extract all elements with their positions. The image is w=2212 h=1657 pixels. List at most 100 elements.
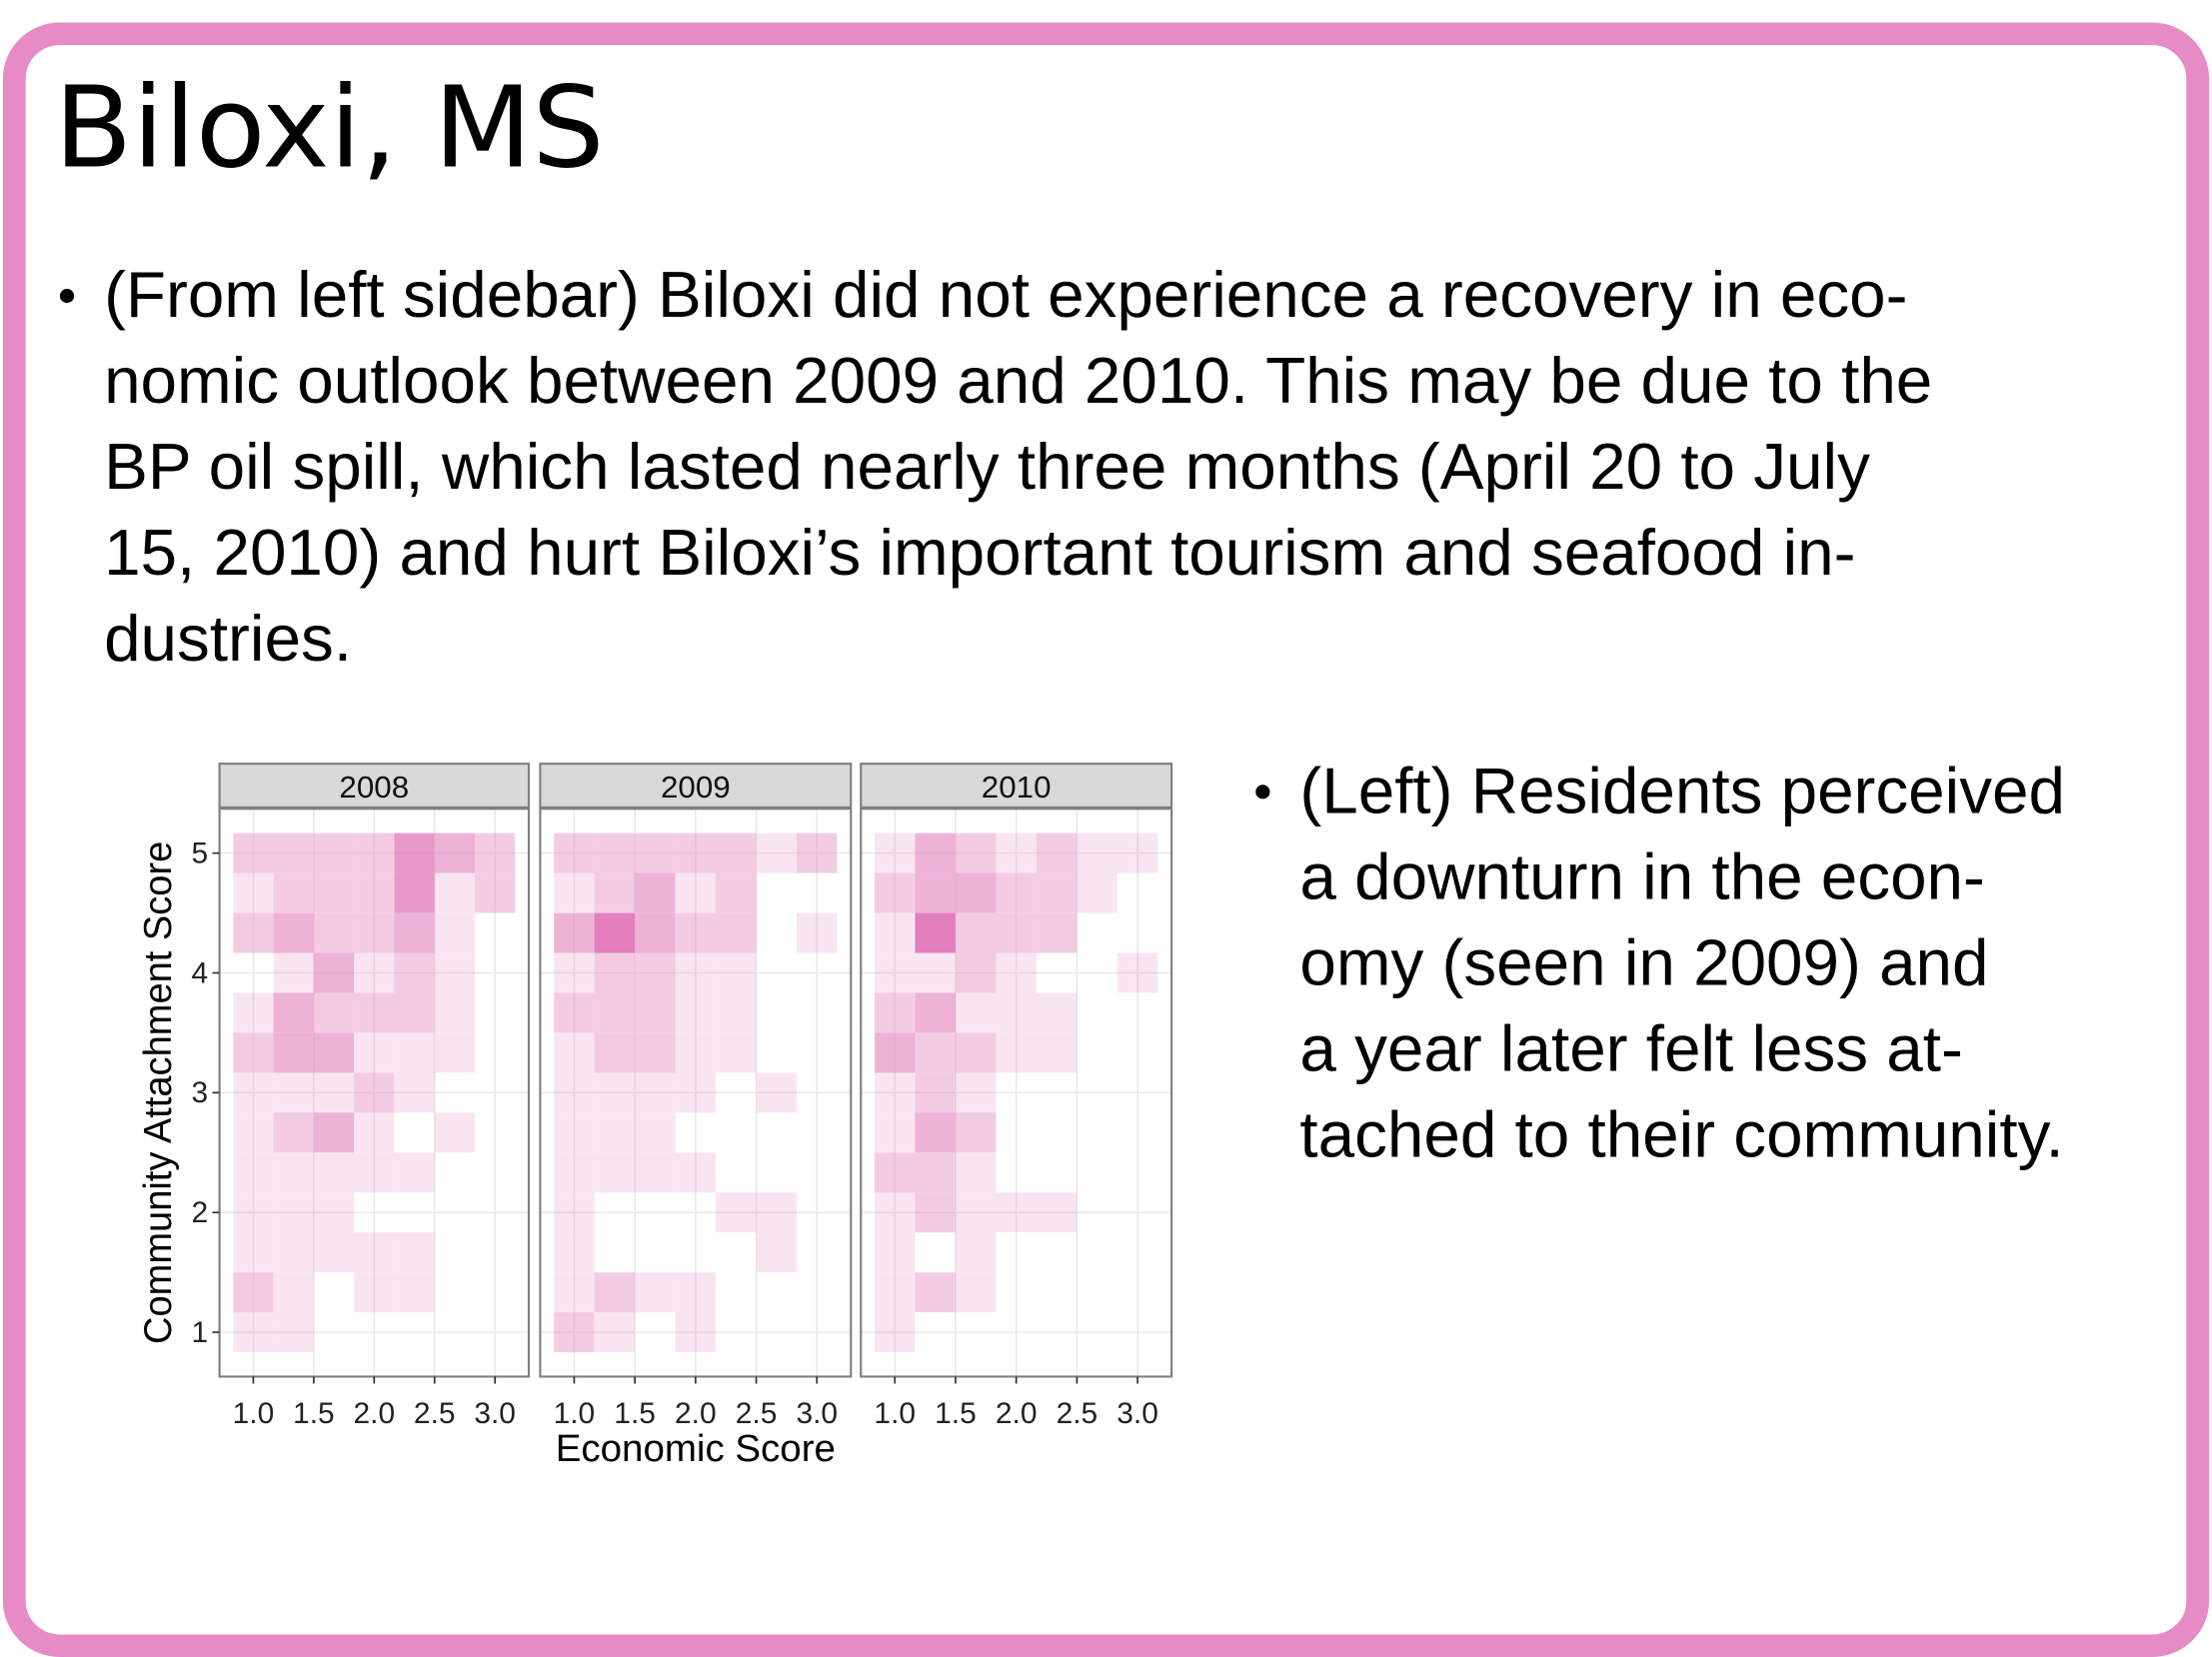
- heat-cell: [797, 1272, 837, 1312]
- heat-cell: [756, 832, 798, 873]
- heat-cell: [756, 1072, 798, 1113]
- heat-cell: [1077, 1112, 1116, 1152]
- facet-label: 2009: [661, 770, 731, 805]
- heat-cell: [1036, 832, 1078, 873]
- heat-cell: [314, 1312, 354, 1352]
- heat-cell: [554, 1032, 595, 1073]
- heat-cell: [635, 1272, 676, 1313]
- heat-cell: [1077, 1192, 1116, 1232]
- heat-cell: [956, 912, 997, 953]
- heat-cell: [1077, 1272, 1116, 1312]
- heat-cell: [233, 1112, 274, 1153]
- heat-cell: [554, 1312, 595, 1353]
- heat-cell: [233, 1072, 274, 1113]
- heat-cell: [757, 913, 797, 953]
- heat-cell: [635, 992, 676, 1033]
- heat-cell: [1037, 1312, 1077, 1352]
- bullet-line: a downturn in the econ-: [1299, 840, 1984, 913]
- heat-cell: [675, 912, 717, 953]
- heat-cell: [797, 873, 837, 913]
- heat-cell: [635, 1312, 675, 1352]
- heat-cell: [434, 992, 476, 1033]
- heat-cell: [996, 1072, 1036, 1112]
- heat-cell: [716, 912, 757, 953]
- heat-cell: [1037, 953, 1077, 993]
- heat-cell: [594, 1032, 636, 1073]
- heat-cell: [435, 1232, 475, 1272]
- heat-cell: [354, 1272, 395, 1313]
- slide-title: Biloxi, MS: [54, 62, 604, 193]
- heat-cell: [354, 1032, 395, 1073]
- heat-cell: [594, 1272, 636, 1313]
- heat-cell: [394, 872, 435, 913]
- heat-cell: [875, 1072, 916, 1113]
- heat-cell: [875, 992, 916, 1033]
- bullet-line: (Left) Residents perceived: [1299, 755, 2065, 828]
- facet-strip: [218, 763, 531, 809]
- heat-cell: [875, 1312, 916, 1353]
- x-axis-title: Economic Score: [556, 1427, 836, 1470]
- heat-cell: [354, 1112, 395, 1153]
- heat-cell: [756, 1232, 798, 1273]
- heat-cell: [1077, 1152, 1116, 1192]
- x-tick-label: 3.0: [796, 1397, 838, 1430]
- heat-cell: [757, 1152, 797, 1192]
- heat-cell: [435, 1272, 475, 1312]
- heat-cell: [757, 873, 797, 913]
- heat-cell: [675, 1272, 717, 1313]
- heat-cell: [273, 1032, 314, 1073]
- heat-cell: [996, 912, 1037, 953]
- heat-cell: [996, 1032, 1037, 1073]
- heat-cell: [797, 953, 837, 993]
- heat-cell: [594, 1072, 636, 1113]
- heat-cell: [1117, 1272, 1157, 1312]
- heat-cell: [554, 872, 595, 913]
- heat-cell: [313, 1072, 355, 1113]
- heat-cell: [797, 1192, 837, 1232]
- heat-cell: [233, 1312, 274, 1353]
- heat-cell: [915, 992, 956, 1033]
- heat-cell: [915, 832, 956, 873]
- heat-cell: [394, 1232, 435, 1273]
- heat-cell: [635, 1152, 676, 1193]
- x-tick-label: 2.0: [675, 1397, 717, 1430]
- heat-cell: [594, 992, 636, 1033]
- heat-cell: [1036, 992, 1078, 1033]
- heat-cell: [313, 1032, 355, 1073]
- heat-cell: [716, 1192, 757, 1233]
- bullet: [1255, 785, 1270, 800]
- heat-cell: [1036, 1192, 1078, 1233]
- heat-cell: [797, 1312, 837, 1352]
- bullet-line: BP oil spill, which lasted nearly three …: [104, 431, 1870, 504]
- heat-cell: [554, 1232, 595, 1273]
- x-tick-label: 2.0: [353, 1397, 395, 1430]
- heat-cell: [475, 1112, 515, 1152]
- heat-cell: [394, 1152, 435, 1193]
- heat-cell: [996, 1112, 1036, 1152]
- heat-cell: [875, 912, 916, 953]
- heat-cell: [394, 1032, 435, 1073]
- heat-cell: [956, 1152, 997, 1193]
- heat-cell: [915, 1072, 956, 1113]
- heat-cell: [434, 832, 476, 873]
- heat-cell: [1037, 1232, 1077, 1272]
- heat-cell: [756, 1192, 798, 1233]
- heat-cell: [797, 992, 837, 1032]
- heat-cell: [594, 832, 636, 873]
- heat-cell: [875, 872, 916, 913]
- heat-cell: [716, 952, 757, 993]
- heat-cell: [394, 832, 435, 873]
- heat-cell: [475, 1232, 515, 1272]
- heat-cell: [594, 952, 636, 993]
- heat-cell: [635, 832, 676, 873]
- heat-cell: [1077, 1072, 1116, 1112]
- heat-cell: [434, 1112, 476, 1153]
- heat-cell: [956, 1272, 997, 1313]
- heat-cell: [273, 912, 314, 953]
- heat-cell: [675, 1032, 717, 1073]
- bullet-line: tached to their community.: [1299, 1098, 2063, 1171]
- heat-cell: [1037, 1272, 1077, 1312]
- heat-cell: [233, 912, 274, 953]
- heat-cell: [273, 1112, 314, 1153]
- facet-strip: [539, 763, 853, 809]
